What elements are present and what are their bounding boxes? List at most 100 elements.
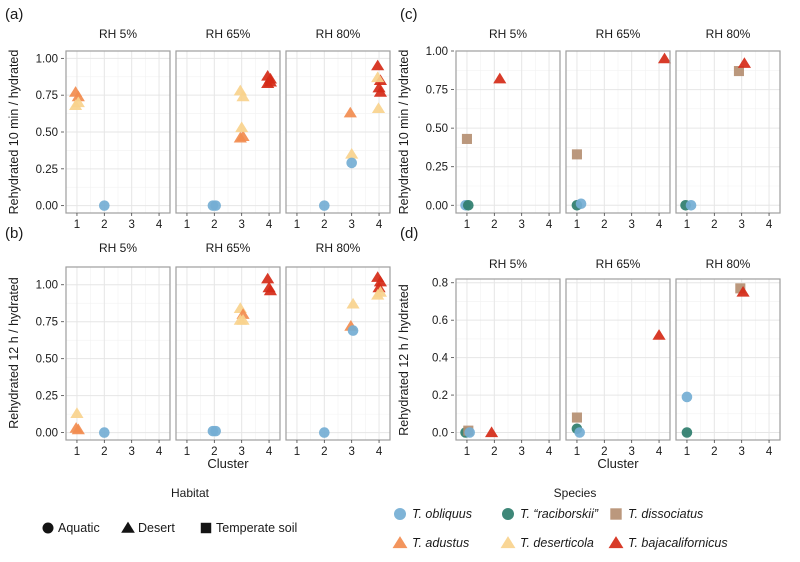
x-tick-label: 3 xyxy=(238,219,244,231)
panel-b: (b) Rehydrated 12 h / hydrated 0.00 0.25 0.5… xyxy=(5,225,391,471)
facet-border xyxy=(175,50,281,214)
facet-strip-label: RH 80% xyxy=(316,241,361,255)
legend-habitat: Habitat Aquatic Desert Temperate soil xyxy=(42,486,297,535)
x-tick-label: 3 xyxy=(348,446,354,458)
legend-label: Aquatic xyxy=(58,521,100,535)
legend-label: T. dissociatus xyxy=(628,507,703,521)
y-tick-label: 0.2 xyxy=(432,390,448,402)
legend-key xyxy=(392,536,408,549)
facet-d-2: RH 65% 1 2 3 4 xyxy=(565,257,671,458)
data-point xyxy=(236,90,250,102)
panel-label: (c) xyxy=(400,6,418,23)
x-tick-label: 3 xyxy=(128,446,134,458)
facet-strip-label: RH 65% xyxy=(596,257,641,271)
legend-label: T. bajacalifornicus xyxy=(628,536,728,550)
data-point xyxy=(373,86,388,97)
legend-key-square xyxy=(200,522,212,534)
facet-b-3: RH 80% 1 2 3 4 xyxy=(285,241,391,458)
legend-species: Species T. obliquus T. “raciborskii” T. dis… xyxy=(392,486,728,550)
facet-border xyxy=(175,266,281,441)
facet-border xyxy=(65,50,171,214)
y-axis-label: Rehydrated 10 min / hydrated xyxy=(7,50,21,215)
facet-border xyxy=(285,50,391,214)
y-axis-label: Rehydrated 12 h / hydrated xyxy=(397,284,411,436)
data-point xyxy=(681,391,693,403)
legend-key xyxy=(500,536,516,549)
legend-label: T. obliquus xyxy=(412,507,472,521)
y-tick-label: 1.00 xyxy=(36,280,58,292)
y-tick-label: 0.0 xyxy=(432,428,448,440)
data-point xyxy=(493,72,507,84)
data-point xyxy=(347,325,359,336)
data-point xyxy=(345,147,359,159)
legend-key-triangle xyxy=(121,521,135,533)
x-tick-label: 4 xyxy=(266,446,273,458)
data-point xyxy=(735,283,746,294)
x-tick-label: 4 xyxy=(156,446,163,458)
data-point xyxy=(235,121,249,133)
y-tick-label: 0.8 xyxy=(432,278,448,290)
x-tick-label: 2 xyxy=(601,219,607,231)
x-tick-label: 1 xyxy=(574,219,580,231)
x-axis-label: Cluster xyxy=(597,456,639,471)
facet-border xyxy=(455,278,561,441)
facet-d-1: RH 5% 1 2 3 4 xyxy=(455,257,561,458)
x-tick-label: 4 xyxy=(766,446,773,458)
legend-label: Desert xyxy=(138,521,175,535)
data-point xyxy=(71,96,85,108)
data-point xyxy=(70,407,84,418)
x-tick-label: 1 xyxy=(464,446,470,458)
data-point xyxy=(261,272,275,284)
x-tick-label: 2 xyxy=(711,446,717,458)
facet-strip-label: RH 65% xyxy=(206,27,251,41)
y-tick-label: 0.4 xyxy=(432,353,449,365)
y-tick-label: 0.75 xyxy=(426,85,448,97)
data-point xyxy=(571,412,582,423)
facet-strip-label: RH 5% xyxy=(99,27,137,41)
facet-border xyxy=(285,266,391,441)
x-tick-label: 4 xyxy=(376,219,383,231)
data-point xyxy=(736,286,750,297)
panel-label: (a) xyxy=(5,6,23,23)
data-point xyxy=(574,427,585,438)
data-point xyxy=(71,423,85,435)
data-point xyxy=(371,59,385,71)
data-point xyxy=(463,199,474,211)
facet-b-1: RH 5% 1 2 3 4 xyxy=(65,241,171,458)
data-point xyxy=(571,149,582,160)
facet-strip-label: RH 80% xyxy=(316,27,361,41)
x-axis-label: Cluster xyxy=(207,456,249,471)
y-tick-label: 0.75 xyxy=(36,317,58,329)
facet-border xyxy=(675,278,781,441)
x-tick-label: 4 xyxy=(766,219,773,231)
facet-b-2: RH 65% 1 2 3 4 xyxy=(175,241,281,458)
data-point xyxy=(737,57,752,68)
legend-label: T. deserticola xyxy=(520,536,594,550)
data-point xyxy=(484,426,499,438)
panel-a: (a) Rehydrated 10 min / hydrated 0.00 0.25 0… xyxy=(5,6,391,231)
facet-strip-label: RH 5% xyxy=(489,257,527,271)
facet-d-3: RH 80% 1 2 3 4 xyxy=(675,257,781,458)
legend-key xyxy=(610,508,622,520)
y-tick-label: 0.50 xyxy=(36,127,58,139)
facet-border xyxy=(565,50,671,214)
x-tick-label: 2 xyxy=(321,219,327,231)
x-tick-label: 2 xyxy=(491,446,497,458)
data-point xyxy=(319,427,330,438)
x-tick-label: 2 xyxy=(321,446,327,458)
y-tick-label: 0.25 xyxy=(426,162,448,174)
legend-title: Habitat xyxy=(171,486,210,500)
legend-key xyxy=(394,508,406,520)
data-point xyxy=(71,90,85,102)
y-tick-label: 0.25 xyxy=(36,391,58,403)
data-point xyxy=(263,284,278,296)
y-tick-label: 1.00 xyxy=(426,46,448,58)
y-tick-label: 0.50 xyxy=(426,123,448,135)
x-tick-label: 3 xyxy=(628,446,634,458)
x-tick-label: 1 xyxy=(184,446,190,458)
facet-a-3: RH 80% 1 2 3 4 xyxy=(285,27,391,231)
legend-key xyxy=(608,536,624,549)
x-tick-label: 4 xyxy=(656,446,663,458)
facet-c-1: RH 5% 1 2 3 4 xyxy=(455,27,561,231)
legend-label: Temperate soil xyxy=(216,521,297,535)
